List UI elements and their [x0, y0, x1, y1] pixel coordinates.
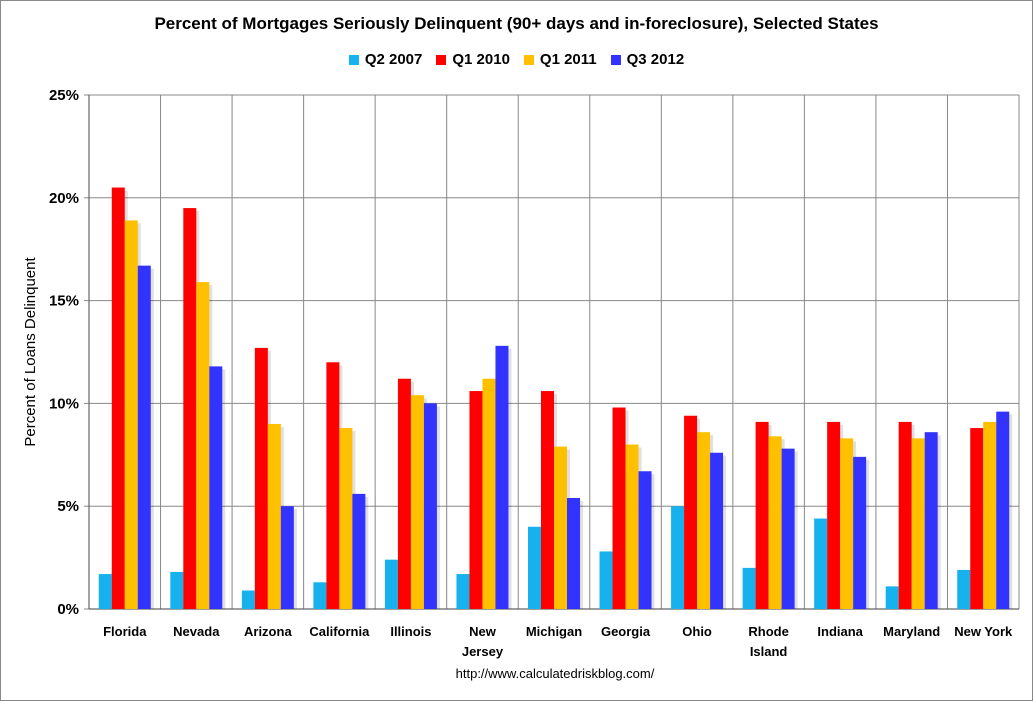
- bar-new-jersey-q1-2011: [482, 378, 496, 609]
- bar-maryland-q3-2012: [924, 432, 938, 609]
- legend-item: Q3 2012: [610, 51, 685, 68]
- bar-florida-q1-2010: [111, 187, 125, 609]
- bar-new-jersey-q1-2010: [469, 391, 483, 609]
- bar-michigan-q1-2011: [554, 446, 567, 609]
- legend-item: Q1 2011: [523, 51, 597, 68]
- y-tick-label: 10%: [49, 395, 79, 412]
- bar-ohio-q2-2007: [671, 506, 685, 609]
- legend-swatch: [436, 54, 447, 65]
- bar-georgia-q1-2011: [625, 444, 639, 609]
- bar-nevada-q2-2007: [170, 571, 184, 609]
- legend-label: Q1 2010: [452, 51, 510, 68]
- y-tick-label: 20%: [49, 190, 79, 207]
- bar-ohio-q3-2012: [710, 452, 724, 609]
- y-tick-label: 0%: [57, 601, 79, 618]
- x-tick-label: Arizona: [244, 624, 292, 639]
- bar-georgia-q3-2012: [638, 471, 652, 609]
- y-tick-label: 5%: [57, 498, 79, 515]
- bar-rhode-island-q2-2007: [742, 567, 756, 609]
- x-tick-label: Indiana: [817, 624, 863, 639]
- legend-label: Q3 2012: [626, 51, 685, 68]
- bar-new-york-q1-2011: [983, 421, 997, 609]
- bar-illinois-q3-2012: [423, 403, 437, 609]
- bar-new-jersey-q3-2012: [495, 345, 509, 609]
- bar-georgia-q1-2010: [612, 407, 626, 609]
- x-tick-label: Illinois: [390, 624, 431, 639]
- legend-item: Q1 2010: [436, 51, 510, 68]
- x-tick-label: Georgia: [601, 624, 651, 639]
- bar-arizona-q2-2007: [241, 590, 255, 609]
- legend-label: Q2 2007: [364, 51, 423, 68]
- bar-california-q1-2011: [339, 428, 353, 609]
- bar-new-jersey-q2-2007: [456, 574, 470, 609]
- x-tick-label: Rhode: [748, 624, 788, 639]
- bar-nevada-q1-2010: [183, 208, 197, 609]
- legend-swatch: [610, 54, 621, 65]
- x-tick-label: Michigan: [526, 624, 582, 639]
- bar-georgia-q2-2007: [599, 551, 613, 609]
- y-axis-label: Percent of Loans Delinquent: [22, 257, 39, 447]
- x-tick-label: Maryland: [883, 624, 940, 639]
- bar-rhode-island-q1-2011: [768, 436, 782, 609]
- bar-ohio-q1-2011: [697, 432, 711, 609]
- bar-california-q2-2007: [313, 582, 327, 609]
- bar-indiana-q3-2012: [853, 456, 867, 609]
- bar-ohio-q1-2010: [684, 415, 698, 609]
- bar-arizona-q1-2011: [267, 423, 281, 609]
- bar-indiana-q1-2011: [840, 438, 854, 609]
- x-tick-label: Island: [750, 644, 788, 659]
- bar-michigan-q2-2007: [528, 526, 541, 609]
- chart-title: Percent of Mortgages Seriously Delinquen…: [154, 14, 879, 33]
- x-tick-label: Nevada: [173, 624, 220, 639]
- bar-nevada-q3-2012: [209, 366, 223, 609]
- bar-maryland-q2-2007: [885, 586, 899, 609]
- source-url: http://www.calculatedriskblog.com/: [455, 666, 655, 681]
- x-tick-label: Jersey: [462, 644, 504, 659]
- legend-item: Q2 2007: [348, 51, 423, 68]
- y-tick-label: 15%: [49, 293, 79, 310]
- bar-arizona-q1-2010: [254, 347, 268, 609]
- bar-new-york-q2-2007: [957, 569, 971, 609]
- bar-new-york-q3-2012: [996, 411, 1010, 609]
- legend: Q2 2007 Q1 2010 Q1 2011 Q3 2012: [0, 51, 1033, 68]
- bar-michigan-q1-2010: [541, 391, 554, 609]
- bar-florida-q2-2007: [98, 574, 112, 609]
- x-tick-label: New York: [954, 624, 1013, 639]
- bar-rhode-island-q1-2010: [755, 421, 769, 609]
- bar-california-q1-2010: [326, 362, 340, 609]
- bar-illinois-q1-2011: [410, 395, 424, 609]
- bar-maryland-q1-2010: [898, 421, 912, 609]
- bar-michigan-q3-2012: [567, 497, 580, 609]
- x-tick-label: Florida: [103, 624, 147, 639]
- bar-nevada-q1-2011: [196, 282, 210, 609]
- bar-maryland-q1-2011: [911, 438, 925, 609]
- x-tick-label: New: [469, 624, 497, 639]
- bar-california-q3-2012: [352, 493, 366, 609]
- bar-rhode-island-q3-2012: [781, 448, 795, 609]
- bar-illinois-q1-2010: [397, 378, 411, 609]
- bar-indiana-q2-2007: [814, 518, 828, 609]
- bar-new-york-q1-2010: [970, 428, 984, 609]
- legend-swatch: [348, 54, 359, 65]
- legend-label: Q1 2011: [539, 51, 597, 68]
- y-tick-label: 25%: [49, 87, 79, 104]
- legend-swatch: [523, 54, 534, 65]
- bar-illinois-q2-2007: [384, 559, 398, 609]
- bar-arizona-q3-2012: [280, 506, 294, 609]
- bar-florida-q3-2012: [137, 265, 151, 609]
- bar-indiana-q1-2010: [827, 421, 841, 609]
- x-tick-label: Ohio: [682, 624, 712, 639]
- bar-florida-q1-2011: [124, 220, 138, 609]
- x-tick-label: California: [309, 624, 370, 639]
